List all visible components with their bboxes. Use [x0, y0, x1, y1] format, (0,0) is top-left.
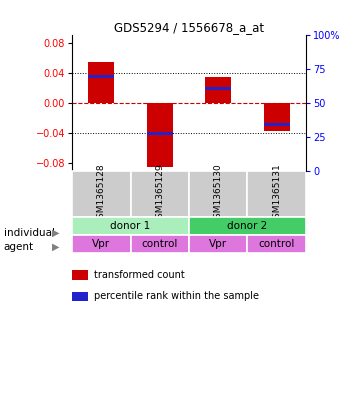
Text: donor 2: donor 2 [228, 221, 267, 231]
Bar [72, 217, 189, 235]
Bar [189, 235, 247, 253]
Text: control: control [141, 239, 178, 249]
Text: ▶: ▶ [52, 242, 59, 252]
Text: control: control [258, 239, 295, 249]
Text: individual: individual [4, 228, 55, 238]
Bar [189, 217, 306, 235]
Text: transformed count: transformed count [94, 270, 184, 280]
Bar [264, 103, 290, 131]
Text: GSM1365129: GSM1365129 [155, 163, 164, 224]
Bar [88, 75, 114, 78]
Text: agent: agent [4, 242, 34, 252]
Title: GDS5294 / 1556678_a_at: GDS5294 / 1556678_a_at [114, 21, 264, 34]
Bar [189, 171, 247, 217]
Text: donor 1: donor 1 [111, 221, 150, 231]
Bar [130, 171, 189, 217]
Bar [130, 235, 189, 253]
Bar [248, 171, 306, 217]
Bar [147, 132, 173, 136]
Text: GSM1365130: GSM1365130 [214, 163, 223, 224]
Bar [205, 86, 231, 90]
Text: GSM1365131: GSM1365131 [272, 163, 281, 224]
Bar [147, 103, 173, 167]
Bar [264, 123, 290, 126]
Text: Vpr: Vpr [209, 239, 227, 249]
Bar [205, 77, 231, 103]
Text: percentile rank within the sample: percentile rank within the sample [94, 291, 258, 301]
Bar [88, 62, 114, 103]
Text: Vpr: Vpr [92, 239, 110, 249]
Bar [72, 171, 130, 217]
Text: GSM1365128: GSM1365128 [97, 163, 106, 224]
Text: ▶: ▶ [52, 228, 59, 238]
Bar [72, 235, 130, 253]
Bar [248, 235, 306, 253]
